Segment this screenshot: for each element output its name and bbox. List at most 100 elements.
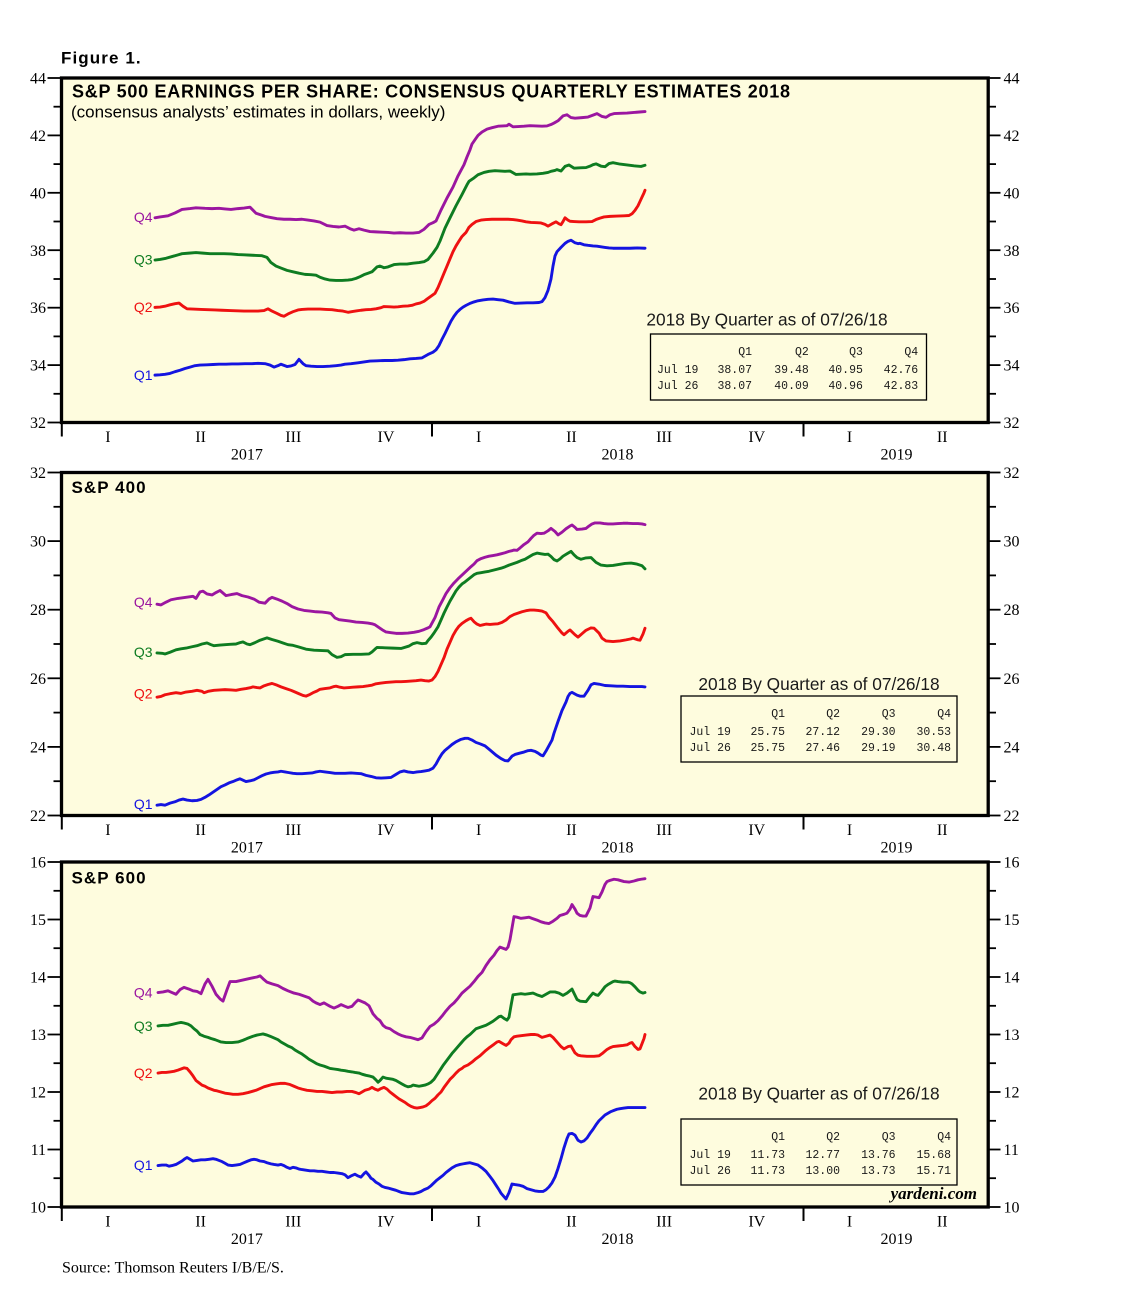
svg-text:S&P 500 EARNINGS PER SHARE: CO: S&P 500 EARNINGS PER SHARE: CONSENSUS QU… <box>72 81 791 101</box>
svg-text:40.95: 40.95 <box>828 364 863 377</box>
svg-text:IV: IV <box>378 429 395 446</box>
svg-text:I: I <box>847 429 852 446</box>
svg-text:40: 40 <box>1004 185 1020 202</box>
svg-text:42: 42 <box>30 128 46 145</box>
svg-text:Q1: Q1 <box>771 708 785 721</box>
svg-text:III: III <box>285 429 301 446</box>
svg-text:II: II <box>937 429 948 446</box>
svg-text:30: 30 <box>30 534 46 551</box>
svg-text:2019: 2019 <box>881 1231 913 1248</box>
svg-text:15.71: 15.71 <box>916 1165 951 1178</box>
svg-text:14: 14 <box>1004 970 1020 987</box>
svg-text:IV: IV <box>378 1214 395 1231</box>
svg-text:Q4: Q4 <box>937 708 951 721</box>
svg-text:15: 15 <box>1004 912 1020 929</box>
svg-text:16: 16 <box>30 855 46 872</box>
svg-text:12.77: 12.77 <box>805 1149 840 1162</box>
svg-text:26: 26 <box>1004 671 1020 688</box>
svg-text:13.73: 13.73 <box>861 1165 896 1178</box>
svg-text:Jul 19: Jul 19 <box>690 726 732 739</box>
svg-text:29.30: 29.30 <box>861 726 896 739</box>
svg-text:11.73: 11.73 <box>750 1165 785 1178</box>
svg-text:2017: 2017 <box>231 1231 263 1248</box>
svg-text:Q2: Q2 <box>826 708 840 721</box>
svg-text:30.53: 30.53 <box>916 726 951 739</box>
svg-text:II: II <box>937 822 948 839</box>
svg-text:16: 16 <box>1004 855 1020 872</box>
svg-text:2017: 2017 <box>231 840 263 857</box>
svg-text:Q1: Q1 <box>771 1131 785 1144</box>
svg-text:2019: 2019 <box>881 840 913 857</box>
svg-text:22: 22 <box>30 808 46 825</box>
svg-text:15.68: 15.68 <box>916 1149 951 1162</box>
svg-text:40.96: 40.96 <box>828 380 863 393</box>
svg-text:Q3: Q3 <box>882 708 896 721</box>
svg-text:Jul 26: Jul 26 <box>657 380 699 393</box>
svg-text:Q4: Q4 <box>134 594 153 610</box>
svg-text:IV: IV <box>748 1214 765 1231</box>
svg-text:30: 30 <box>1004 534 1020 551</box>
svg-text:32: 32 <box>1004 415 1020 432</box>
svg-text:I: I <box>105 429 110 446</box>
svg-text:Q3: Q3 <box>882 1131 896 1144</box>
svg-text:II: II <box>195 429 206 446</box>
svg-text:IV: IV <box>378 822 395 839</box>
svg-text:I: I <box>476 1214 481 1231</box>
svg-text:Jul 19: Jul 19 <box>690 1149 732 1162</box>
svg-text:IV: IV <box>748 822 765 839</box>
svg-text:III: III <box>656 822 672 839</box>
svg-text:Jul 19: Jul 19 <box>657 364 699 377</box>
svg-text:I: I <box>105 822 110 839</box>
svg-text:28: 28 <box>1004 602 1020 619</box>
svg-text:I: I <box>476 429 481 446</box>
svg-text:36: 36 <box>1004 300 1020 317</box>
svg-text:Source: Thomson Reuters I/B/E/: Source: Thomson Reuters I/B/E/S. <box>62 1260 284 1277</box>
svg-text:II: II <box>566 822 577 839</box>
svg-text:25.75: 25.75 <box>750 742 785 755</box>
svg-text:30.48: 30.48 <box>916 742 951 755</box>
svg-text:32: 32 <box>1004 465 1020 482</box>
svg-text:2018 By Quarter as of 07/26/18: 2018 By Quarter as of 07/26/18 <box>698 1084 939 1104</box>
svg-text:II: II <box>195 1214 206 1231</box>
svg-text:II: II <box>195 822 206 839</box>
svg-text:S&P 400: S&P 400 <box>72 478 147 497</box>
svg-text:13: 13 <box>30 1027 46 1044</box>
svg-text:S&P 600: S&P 600 <box>72 869 147 888</box>
svg-text:Q3: Q3 <box>134 644 153 660</box>
svg-text:11: 11 <box>1004 1142 1019 1159</box>
svg-text:10: 10 <box>30 1200 46 1217</box>
svg-text:40: 40 <box>30 185 46 202</box>
svg-text:42.83: 42.83 <box>884 380 919 393</box>
svg-text:Q1: Q1 <box>738 346 752 359</box>
svg-text:40.09: 40.09 <box>774 380 809 393</box>
svg-text:38: 38 <box>30 243 46 260</box>
svg-text:Q4: Q4 <box>134 985 153 1001</box>
svg-text:III: III <box>656 1214 672 1231</box>
svg-text:27.12: 27.12 <box>805 726 840 739</box>
svg-text:10: 10 <box>1004 1200 1020 1217</box>
svg-text:Q1: Q1 <box>134 1157 153 1173</box>
svg-text:38: 38 <box>1004 243 1020 260</box>
svg-text:Q2: Q2 <box>795 346 809 359</box>
svg-text:11.73: 11.73 <box>750 1149 785 1162</box>
svg-text:Jul 26: Jul 26 <box>690 742 732 755</box>
svg-text:28: 28 <box>30 602 46 619</box>
svg-text:15: 15 <box>30 912 46 929</box>
svg-text:12: 12 <box>30 1085 46 1102</box>
svg-text:IV: IV <box>748 429 765 446</box>
svg-text:25.75: 25.75 <box>750 726 785 739</box>
svg-text:13.00: 13.00 <box>805 1165 840 1178</box>
svg-text:27.46: 27.46 <box>805 742 840 755</box>
svg-text:34: 34 <box>1004 358 1020 375</box>
svg-text:44: 44 <box>30 71 46 88</box>
svg-text:32: 32 <box>30 415 46 432</box>
svg-text:I: I <box>847 1214 852 1231</box>
svg-text:Q3: Q3 <box>134 1018 153 1034</box>
svg-text:26: 26 <box>30 671 46 688</box>
svg-text:34: 34 <box>30 358 46 375</box>
svg-text:Q4: Q4 <box>904 346 918 359</box>
svg-text:24: 24 <box>1004 739 1020 756</box>
svg-text:Q2: Q2 <box>134 299 153 315</box>
svg-text:14: 14 <box>30 970 46 987</box>
svg-text:2017: 2017 <box>231 447 263 464</box>
